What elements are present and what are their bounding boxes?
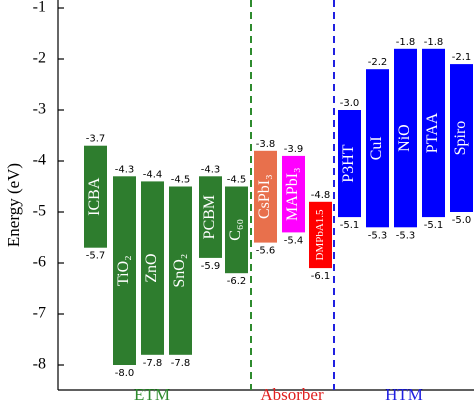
category-label: C₆₀ bbox=[227, 219, 244, 241]
y-tick-label: -1 bbox=[33, 0, 46, 16]
bottom-label: -7.8 bbox=[171, 358, 191, 369]
category-label: TiO₂ bbox=[115, 255, 132, 286]
y-tick-label: -6 bbox=[33, 254, 46, 271]
bar bbox=[338, 110, 361, 218]
category-label: ICBA bbox=[86, 177, 103, 216]
bottom-label: -5.3 bbox=[396, 230, 416, 241]
bar bbox=[366, 69, 389, 228]
category-label: SnO₂ bbox=[171, 254, 188, 288]
y-tick-label: -8 bbox=[33, 356, 46, 373]
bottom-label: -6.2 bbox=[227, 276, 247, 287]
bar bbox=[225, 186, 248, 274]
bar bbox=[422, 48, 445, 218]
category-label: CsPbI₃ bbox=[256, 174, 273, 219]
bottom-label: -6.1 bbox=[311, 271, 331, 282]
group-label: Absorber bbox=[260, 385, 324, 404]
bottom-label: -5.7 bbox=[86, 251, 106, 262]
y-tick-label: -5 bbox=[33, 203, 46, 220]
y-tick-label: -7 bbox=[33, 305, 46, 322]
category-label: CuI bbox=[368, 136, 385, 160]
bottom-label: -5.6 bbox=[256, 246, 276, 257]
y-tick-label: -2 bbox=[33, 50, 46, 67]
category-label: ZnO bbox=[143, 253, 160, 282]
bottom-label: -7.8 bbox=[143, 358, 163, 369]
category-label: PTAA bbox=[424, 112, 441, 153]
y-tick-label: -3 bbox=[33, 101, 46, 118]
top-label: -2.1 bbox=[452, 52, 472, 63]
bottom-label: -5.9 bbox=[201, 261, 221, 272]
y-axis-label: Energy (eV) bbox=[4, 163, 23, 247]
bar bbox=[254, 150, 277, 243]
top-label: -1.8 bbox=[396, 37, 416, 48]
bar bbox=[282, 155, 305, 233]
top-label: -4.4 bbox=[143, 169, 163, 180]
bar bbox=[450, 64, 473, 212]
bar bbox=[309, 201, 332, 269]
group-label: ETM bbox=[134, 385, 170, 404]
top-label: -4.3 bbox=[115, 164, 135, 175]
top-label: -4.8 bbox=[311, 190, 331, 201]
top-label: -3.0 bbox=[340, 98, 360, 109]
bar bbox=[113, 176, 136, 365]
top-label: -3.7 bbox=[86, 134, 106, 145]
bar bbox=[199, 176, 222, 258]
category-label: Spiro bbox=[452, 121, 469, 156]
bottom-label: -8.0 bbox=[115, 368, 135, 379]
group-label: HTM bbox=[385, 385, 423, 404]
category-label: NiO bbox=[396, 124, 413, 152]
category-label: DMPbA1.5 bbox=[314, 209, 326, 261]
bottom-label: -5.0 bbox=[452, 215, 472, 226]
top-label: -2.2 bbox=[368, 57, 388, 68]
bottom-label: -5.1 bbox=[340, 220, 360, 231]
bottom-label: -5.1 bbox=[424, 220, 444, 231]
bar bbox=[394, 48, 417, 228]
top-label: -1.8 bbox=[424, 37, 444, 48]
bar bbox=[141, 181, 164, 355]
bar bbox=[84, 145, 107, 248]
category-label: MAPbI₃ bbox=[284, 167, 301, 221]
bottom-label: -5.4 bbox=[284, 235, 304, 246]
bar bbox=[169, 186, 192, 355]
top-label: -3.8 bbox=[256, 139, 276, 150]
y-tick-label: -4 bbox=[33, 152, 46, 169]
bottom-label: -5.3 bbox=[368, 230, 388, 241]
top-label: -3.9 bbox=[284, 144, 304, 155]
category-label: P3HT bbox=[340, 144, 357, 182]
category-label: PCBM bbox=[201, 195, 218, 239]
top-label: -4.5 bbox=[227, 175, 247, 186]
top-label: -4.3 bbox=[201, 164, 221, 175]
top-label: -4.5 bbox=[171, 175, 191, 186]
